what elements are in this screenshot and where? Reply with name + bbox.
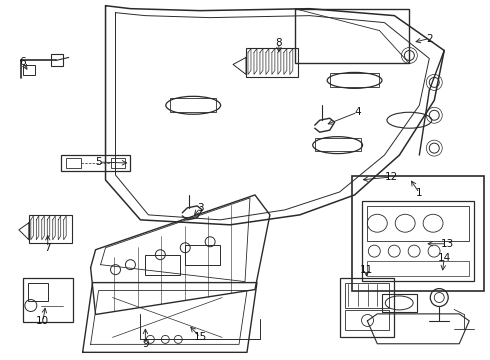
Bar bbox=[382, 294, 417, 312]
Bar bbox=[66, 158, 81, 168]
Bar bbox=[330, 73, 379, 87]
Bar bbox=[344, 283, 390, 307]
Bar bbox=[29, 215, 72, 243]
Bar bbox=[315, 138, 361, 151]
Text: 10: 10 bbox=[36, 316, 49, 327]
Bar bbox=[146, 255, 180, 275]
Bar bbox=[368, 261, 469, 276]
Text: 3: 3 bbox=[197, 203, 203, 213]
Text: 2: 2 bbox=[426, 33, 433, 44]
Bar bbox=[23, 66, 35, 75]
Bar bbox=[185, 245, 220, 265]
Bar bbox=[61, 155, 130, 171]
Bar bbox=[295, 9, 409, 63]
Bar bbox=[111, 158, 125, 168]
Text: 7: 7 bbox=[45, 243, 51, 253]
Bar bbox=[23, 278, 73, 323]
Text: 1: 1 bbox=[416, 188, 423, 198]
Text: 9: 9 bbox=[142, 339, 148, 349]
Bar bbox=[362, 201, 474, 281]
Bar bbox=[246, 48, 298, 77]
Text: 4: 4 bbox=[354, 107, 361, 117]
Text: 11: 11 bbox=[360, 265, 373, 275]
Bar bbox=[368, 206, 469, 241]
Bar bbox=[340, 278, 394, 337]
Bar bbox=[352, 176, 484, 291]
Text: 5: 5 bbox=[95, 157, 102, 167]
Text: 13: 13 bbox=[441, 239, 454, 249]
Text: 6: 6 bbox=[20, 58, 26, 67]
Bar bbox=[28, 283, 48, 301]
Bar bbox=[171, 98, 216, 112]
Bar bbox=[344, 310, 390, 330]
Bar bbox=[51, 54, 63, 67]
Text: 15: 15 bbox=[194, 332, 207, 342]
Text: 14: 14 bbox=[438, 253, 451, 263]
Text: 12: 12 bbox=[385, 172, 398, 182]
Text: 8: 8 bbox=[275, 37, 282, 48]
